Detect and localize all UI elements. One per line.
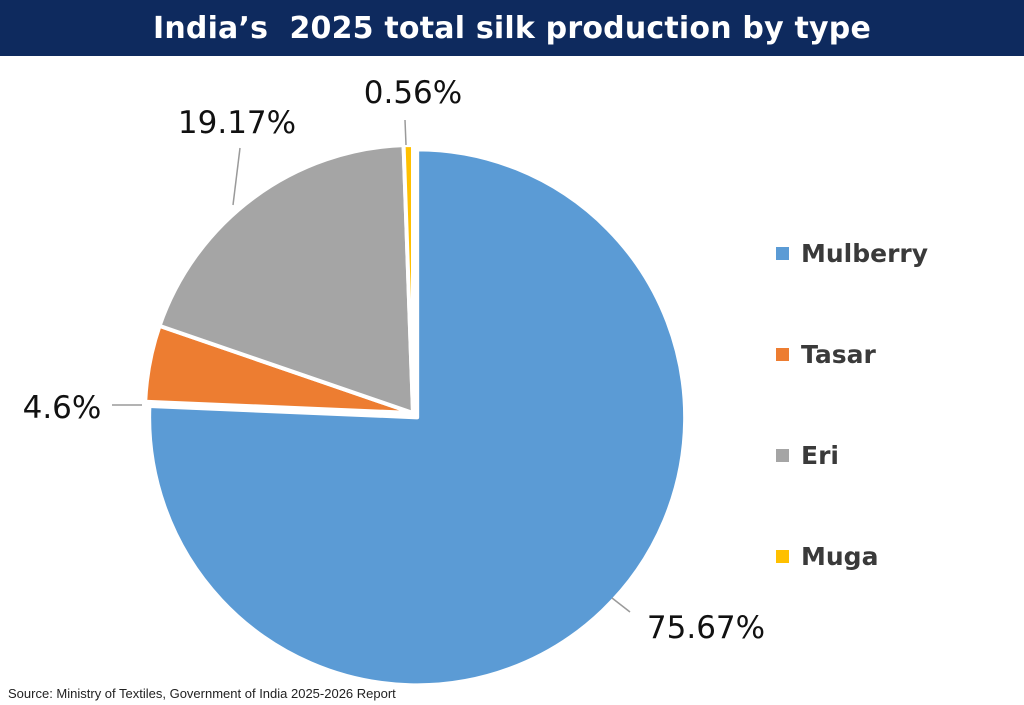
- data-label-muga: 0.56%: [364, 75, 462, 111]
- leader-line-muga: [404, 119, 407, 146]
- legend-swatch-mulberry: [776, 246, 789, 260]
- legend-item-mulberry: Mulberry: [776, 236, 996, 270]
- legend: Mulberry Tasar Eri Muga: [776, 236, 996, 640]
- source-note: Source: Ministry of Textiles, Government…: [8, 686, 396, 701]
- pie-slice-muga: [401, 143, 415, 415]
- legend-label-mulberry: Mulberry: [801, 238, 929, 268]
- legend-label-eri: Eri: [801, 440, 839, 470]
- legend-item-tasar: Tasar: [776, 337, 996, 371]
- legend-label-muga: Muga: [801, 541, 879, 571]
- data-labels: 75.67% 4.6% 19.17% 0.56%: [23, 75, 765, 646]
- legend-item-eri: Eri: [776, 438, 996, 472]
- legend-item-muga: Muga: [776, 539, 996, 573]
- data-label-mulberry: 75.67%: [647, 610, 765, 646]
- pie-slice-mulberry: [147, 147, 688, 686]
- legend-label-tasar: Tasar: [801, 339, 876, 369]
- legend-swatch-muga: [776, 549, 789, 563]
- chart-title: India’s 2025 total silk production by ty…: [152, 10, 871, 46]
- leader-line-mulberry: [611, 597, 631, 613]
- legend-swatch-tasar: [776, 347, 789, 361]
- data-label-tasar: 4.6%: [23, 390, 102, 426]
- pie-slice-eri: [157, 143, 415, 415]
- pie-chart: 75.67% 4.6% 19.17% 0.56%: [23, 75, 765, 686]
- legend-swatch-eri: [776, 448, 789, 462]
- leader-line-eri: [232, 147, 241, 206]
- pie-slices: [143, 143, 688, 686]
- title-bar: India’s 2025 total silk production by ty…: [0, 0, 1024, 56]
- data-label-eri: 19.17%: [178, 105, 296, 141]
- leader-lines: [112, 119, 631, 613]
